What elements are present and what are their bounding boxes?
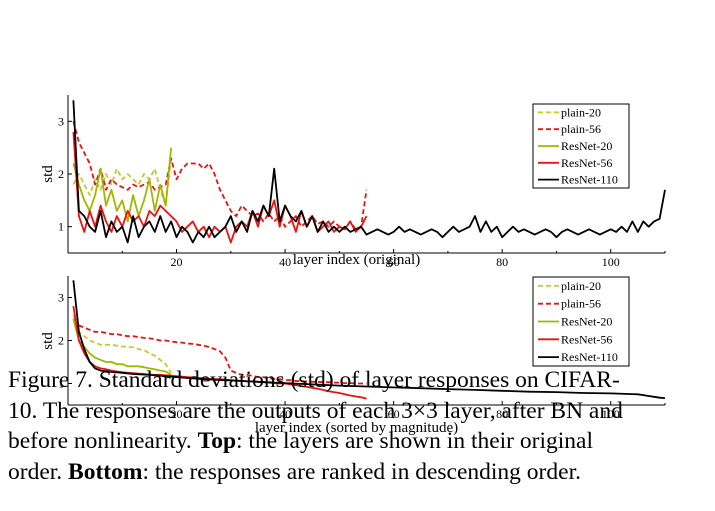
series-line-resnet-20	[72, 318, 172, 376]
x-tick-label: 40	[279, 255, 291, 269]
caption-top-keyword: Top	[197, 428, 237, 454]
caption-line-3-text-a: before nonlinearity.	[8, 428, 198, 454]
y-tick-label: 1	[58, 220, 64, 234]
chart-legend: plain-20 plain-56 ResNet-20 ResNet-56 ResNet…	[532, 103, 630, 189]
x-tick-label: 40	[279, 407, 291, 421]
x-tick-label: 20	[171, 255, 183, 269]
legend-label: plain-20	[561, 279, 601, 293]
caption-line-4-text-b: : the responses are ranked in descending…	[142, 458, 581, 485]
caption-line-3-text-b: : the layers are shown in their original	[236, 428, 593, 454]
series-line-plain-20	[72, 314, 172, 374]
legend-label: ResNet-20	[561, 139, 612, 153]
series-line-plain-56	[72, 318, 367, 385]
legend-label: plain-20	[561, 105, 601, 119]
x-axis-label: layer index (original)	[293, 252, 420, 268]
x-tick-label: 100	[602, 255, 620, 269]
x-tick-label: 60	[388, 255, 400, 269]
caption-line-1-text: Figure 7. Standard deviations (std) of l…	[8, 367, 620, 393]
x-tick-label: 60	[388, 407, 400, 421]
y-tick-label: 3	[58, 291, 64, 305]
series-line-plain-20	[72, 158, 172, 207]
series-line-resnet-110	[72, 100, 666, 244]
y-tick-label: 3	[58, 114, 64, 128]
y-tick-label: 1	[58, 377, 64, 391]
y-tick-label: 2	[58, 334, 64, 348]
legend-label: ResNet-56	[561, 332, 612, 346]
caption-bottom-keyword: Bottom	[68, 458, 143, 485]
chart-top-panel: 20 40 60 80 100 1 2 3 layer index (original) std p…	[40, 95, 666, 269]
caption-line-1: Figure 7. Standard deviations (std) of l…	[8, 365, 708, 396]
legend-label: ResNet-110	[561, 173, 618, 187]
chart-legend: plain-20 plain-56 ResNet-20 ResNet-56 ResNet…	[532, 276, 630, 367]
legend-label: ResNet-20	[561, 315, 612, 329]
caption-times-symbol: ×	[412, 397, 427, 424]
x-tick-label: 80	[496, 255, 508, 269]
legend-label: ResNet-110	[561, 350, 618, 364]
x-axis-label: layer index (sorted by magnitude)	[255, 420, 458, 436]
x-tick-label: 20	[171, 407, 183, 421]
y-tick-label: 2	[58, 167, 64, 181]
legend-label: plain-56	[561, 297, 601, 311]
legend-label: plain-56	[561, 122, 601, 136]
x-tick-label: 80	[496, 407, 508, 421]
x-tick-label: 100	[602, 407, 620, 421]
legend-label: ResNet-56	[561, 156, 612, 170]
series-line-plain-56	[72, 121, 368, 231]
chart-bottom-panel: 20 40 60 80 100 1 2 3 layer index (sorted by mag…	[40, 276, 666, 436]
y-axis-label: std	[40, 332, 56, 350]
series-line-resnet-110	[72, 280, 666, 399]
caption-line-2: 10. The responses are the outputs of eac…	[8, 396, 708, 427]
figure-caption: Figure 7. Standard deviations (std) of l…	[8, 365, 708, 487]
caption-line-2-text-a: 10. The responses are the outputs of eac…	[8, 397, 413, 424]
y-axis-label: std	[40, 165, 56, 183]
caption-line-4: order. Bottom: the responses are ranked …	[8, 457, 708, 488]
caption-line-3: before nonlinearity. Top: the layers are…	[8, 426, 708, 457]
caption-line-2-text-b: 3 layer, after BN and	[426, 397, 623, 424]
caption-line-4-text-a: order.	[8, 458, 69, 485]
